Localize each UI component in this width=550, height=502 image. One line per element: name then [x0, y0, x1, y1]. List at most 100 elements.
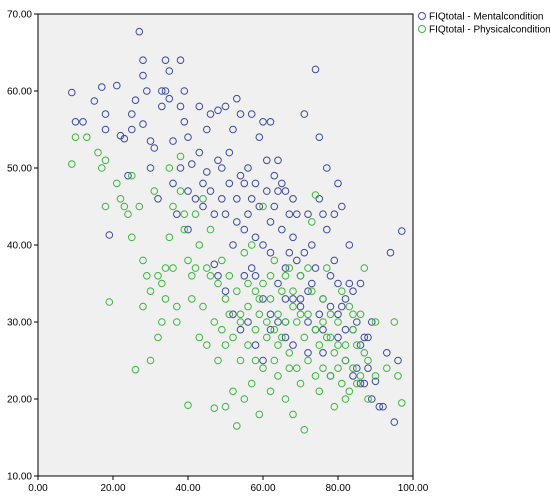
mental-condition-point [203, 125, 211, 134]
mental-condition-point [304, 318, 312, 326]
physical-condition-point [311, 372, 320, 380]
physical-condition-point [68, 160, 76, 168]
mental-condition-point [124, 171, 132, 180]
physical-condition-point [259, 364, 267, 373]
mental-condition-point [176, 102, 185, 111]
physical-condition-point [225, 310, 234, 319]
physical-condition-point [173, 318, 181, 326]
physical-condition-point [356, 372, 365, 380]
mental-condition-point [293, 256, 301, 265]
mental-condition-point [135, 27, 144, 36]
physical-condition-point [210, 404, 219, 413]
mental-condition-point [266, 218, 275, 226]
mental-condition-point [353, 318, 361, 326]
mental-condition-point [259, 356, 267, 365]
physical-condition-point [345, 302, 354, 311]
physical-condition-point [326, 333, 335, 342]
mental-condition-point [281, 295, 290, 303]
mental-condition-point [184, 187, 192, 195]
mental-condition-point [315, 195, 324, 203]
mental-condition-point [304, 287, 312, 296]
physical-condition-point [124, 210, 132, 218]
physical-condition-point [83, 133, 91, 141]
mental-condition-point [300, 110, 309, 118]
physical-condition-point [371, 318, 380, 326]
mental-condition-point [233, 218, 241, 226]
physical-condition-point [296, 272, 305, 280]
physical-condition-point [353, 341, 361, 349]
mental-condition-point [274, 187, 282, 195]
physical-condition-point [356, 310, 365, 319]
physical-condition-point [289, 410, 297, 419]
mental-condition-point [236, 325, 245, 334]
physical-condition-point [244, 279, 252, 288]
mental-condition-point [323, 225, 331, 234]
physical-condition-point [293, 364, 301, 373]
physical-condition-point [161, 264, 170, 272]
mental-condition-point [251, 272, 260, 280]
mental-condition-point [210, 260, 219, 269]
physical-condition-point [289, 302, 297, 311]
physical-condition-point [311, 325, 320, 334]
mental-condition-point [101, 110, 110, 118]
mental-condition-point [158, 87, 166, 95]
mental-condition-point [270, 202, 279, 211]
mental-condition-point [113, 81, 121, 90]
legend: FIQtotal - Mentalcondition FIQtotal - Phy… [418, 12, 550, 36]
mental-condition-point [304, 210, 312, 218]
physical-condition-point [218, 256, 226, 265]
physical-condition-point [236, 318, 245, 326]
mental-condition-point [236, 110, 245, 118]
mental-condition-point [266, 310, 275, 319]
physical-condition-point [210, 318, 219, 326]
mental-condition-point [240, 225, 249, 234]
mental-condition-point [221, 102, 230, 111]
mental-condition-point [176, 56, 185, 65]
physical-condition-point [214, 279, 222, 288]
physical-condition-point [263, 318, 271, 326]
mental-condition-point [349, 372, 357, 380]
physical-condition-point [349, 364, 357, 373]
physical-condition-point [206, 225, 215, 234]
y-tick-label: 10.00 [7, 472, 32, 483]
physical-condition-point [285, 264, 294, 272]
physical-condition-point [176, 152, 185, 161]
physical-condition-point [349, 310, 357, 319]
physical-condition-point [308, 218, 316, 226]
physical-condition-point [244, 341, 252, 349]
physical-condition-point [128, 233, 136, 242]
physical-condition-point [251, 325, 260, 334]
mental-condition-point [334, 279, 342, 288]
mental-condition-point [383, 349, 391, 357]
physical-condition-point [296, 310, 305, 319]
mental-condition-point [259, 295, 267, 303]
physical-condition-point [349, 325, 357, 334]
physical-condition-point [128, 171, 136, 180]
physical-condition-point [274, 372, 282, 380]
physical-condition-point [191, 264, 200, 272]
physical-condition-point [360, 264, 369, 272]
mental-condition-point [368, 395, 376, 403]
physical-condition-point [113, 179, 121, 188]
physical-condition-point [289, 287, 297, 296]
physical-condition-point [326, 372, 335, 380]
mental-condition-point [236, 171, 245, 180]
mental-condition-point [150, 144, 159, 152]
mental-condition-point [184, 225, 192, 234]
mental-condition-point [143, 87, 151, 95]
mental-condition-point [266, 118, 275, 126]
mental-condition-point [203, 168, 211, 176]
y-tick-label: 50.00 [7, 164, 32, 175]
physical-condition-point [131, 365, 140, 374]
physical-condition-point [300, 426, 309, 434]
mental-condition-point [296, 295, 305, 303]
mental-condition-point [210, 210, 219, 218]
physical-condition-point [154, 333, 162, 342]
mental-condition-point [139, 71, 147, 80]
physical-condition-point [154, 272, 162, 280]
mental-condition-point [278, 225, 286, 234]
physical-condition-point [364, 356, 372, 365]
mental-condition-point [79, 118, 87, 126]
physical-condition-point [229, 333, 237, 342]
physical-condition-point [158, 279, 166, 288]
